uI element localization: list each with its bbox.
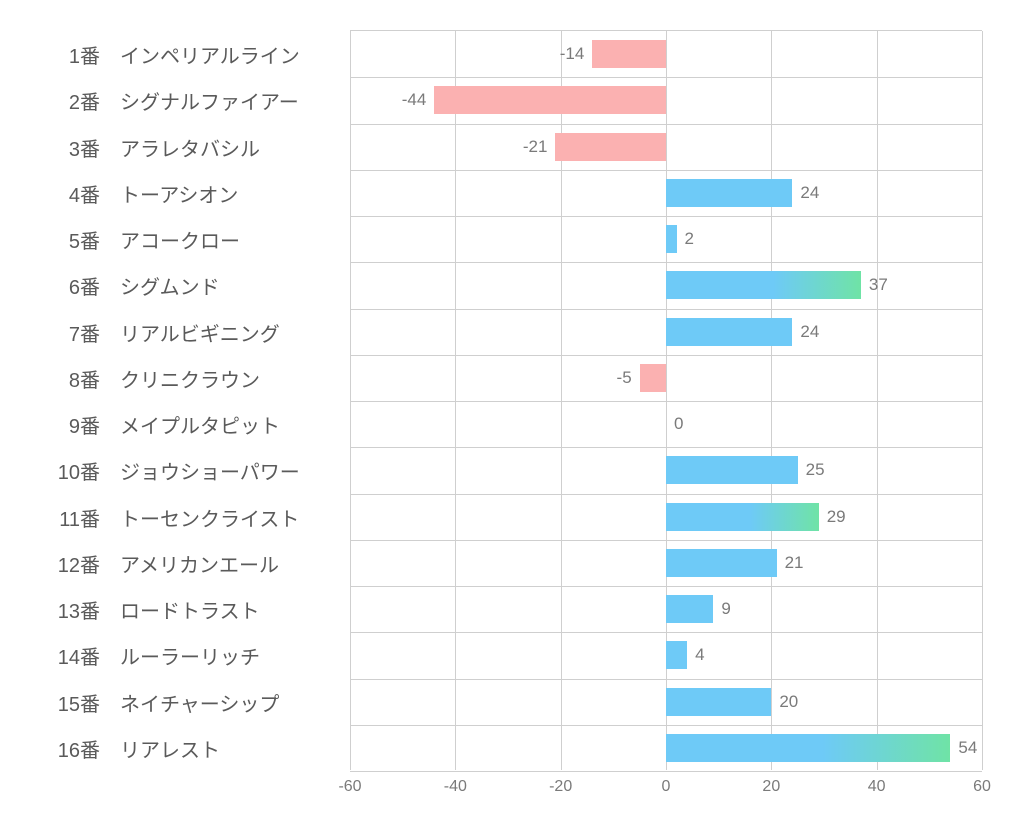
row-number-label: 1番: [40, 40, 100, 69]
row-number-label: 4番: [40, 179, 100, 208]
value-label: 20: [779, 692, 798, 712]
value-label: 24: [800, 322, 819, 342]
row-divider: [350, 309, 982, 310]
row-divider: [350, 586, 982, 587]
row-name-label: ルーラーリッチ: [120, 641, 340, 670]
bar: [592, 40, 666, 68]
row-number-label: 10番: [40, 456, 100, 485]
row-name-label: トーアシオン: [120, 179, 340, 208]
row-name-label: クリニクラウン: [120, 364, 340, 393]
value-label: 37: [869, 275, 888, 295]
row-name-label: アメリカンエール: [120, 549, 340, 578]
row-name-label: リアルビギニング: [120, 318, 340, 347]
value-label: 21: [785, 553, 804, 573]
bar: [555, 133, 666, 161]
row-name-label: トーセンクライスト: [120, 503, 340, 532]
value-label: -5: [617, 368, 632, 388]
row-number-label: 12番: [40, 549, 100, 578]
bar: [640, 364, 666, 392]
x-tick-label: -20: [549, 778, 572, 796]
row-divider: [350, 216, 982, 217]
row-divider: [350, 262, 982, 263]
row-name-label: インペリアルライン: [120, 40, 340, 69]
plot-area: -14 -44 -21 24 2 37 24 -5 0 25 29 21 9 4 20 54: [350, 30, 982, 770]
value-label: 9: [721, 599, 730, 619]
x-tick-label: 40: [868, 778, 886, 796]
bar: [666, 318, 792, 346]
row-number-label: 16番: [40, 734, 100, 763]
value-label: 4: [695, 645, 704, 665]
bar: [666, 549, 777, 577]
row-number-label: 3番: [40, 133, 100, 162]
bar: [666, 225, 677, 253]
row-number-label: 7番: [40, 318, 100, 347]
row-name-label: アコークロー: [120, 225, 340, 254]
row-name-label: メイプルタピット: [120, 410, 340, 439]
row-name-label: ロードトラスト: [120, 595, 340, 624]
row-divider: [350, 170, 982, 171]
row-name-label: ネイチャーシップ: [120, 688, 340, 717]
row-name-label: ジョウショーパワー: [120, 456, 340, 485]
row-divider: [350, 632, 982, 633]
row-divider: [350, 355, 982, 356]
value-label: 54: [958, 738, 977, 758]
value-label: 0: [674, 414, 683, 434]
row-number-label: 9番: [40, 410, 100, 439]
row-number-label: 2番: [40, 86, 100, 115]
value-label: 24: [800, 183, 819, 203]
value-label: 29: [827, 507, 846, 527]
value-label: 2: [685, 229, 694, 249]
bar: [666, 595, 713, 623]
bar: [666, 641, 687, 669]
row-name-label: リアレスト: [120, 734, 340, 763]
row-divider: [350, 771, 982, 772]
row-name-label: シグムンド: [120, 271, 340, 300]
row-divider: [350, 447, 982, 448]
row-divider: [350, 401, 982, 402]
row-divider: [350, 725, 982, 726]
x-tick-label: 0: [662, 778, 671, 796]
bar: [434, 86, 666, 114]
row-number-label: 14番: [40, 641, 100, 670]
gridline: [982, 31, 983, 770]
x-tick-label: 60: [973, 778, 991, 796]
row-name-label: アラレタバシル: [120, 133, 340, 162]
row-divider: [350, 679, 982, 680]
bar: [666, 179, 792, 207]
value-label: -21: [523, 137, 548, 157]
row-number-label: 15番: [40, 688, 100, 717]
row-number-label: 11番: [40, 503, 100, 532]
row-number-label: 13番: [40, 595, 100, 624]
bar: [666, 503, 819, 531]
row-divider: [350, 77, 982, 78]
value-label: -44: [402, 90, 427, 110]
x-tick-label: -60: [338, 778, 361, 796]
value-label: -14: [560, 44, 585, 64]
bar: [666, 456, 798, 484]
chart-container: -14 -44 -21 24 2 37 24 -5 0 25 29 21 9 4 20 54 1番インペリアル…: [20, 20, 1002, 814]
row-number-label: 5番: [40, 225, 100, 254]
bar: [666, 734, 950, 762]
row-name-label: シグナルファイアー: [120, 86, 340, 115]
row-divider: [350, 494, 982, 495]
bar: [666, 688, 771, 716]
value-label: 25: [806, 460, 825, 480]
row-divider: [350, 540, 982, 541]
row-number-label: 6番: [40, 271, 100, 300]
bar: [666, 271, 861, 299]
row-divider: [350, 124, 982, 125]
x-tick-label: -40: [444, 778, 467, 796]
row-number-label: 8番: [40, 364, 100, 393]
x-tick-label: 20: [762, 778, 780, 796]
chart-inner: -14 -44 -21 24 2 37 24 -5 0 25 29 21 9 4 20 54 1番インペリアル…: [20, 20, 1002, 814]
